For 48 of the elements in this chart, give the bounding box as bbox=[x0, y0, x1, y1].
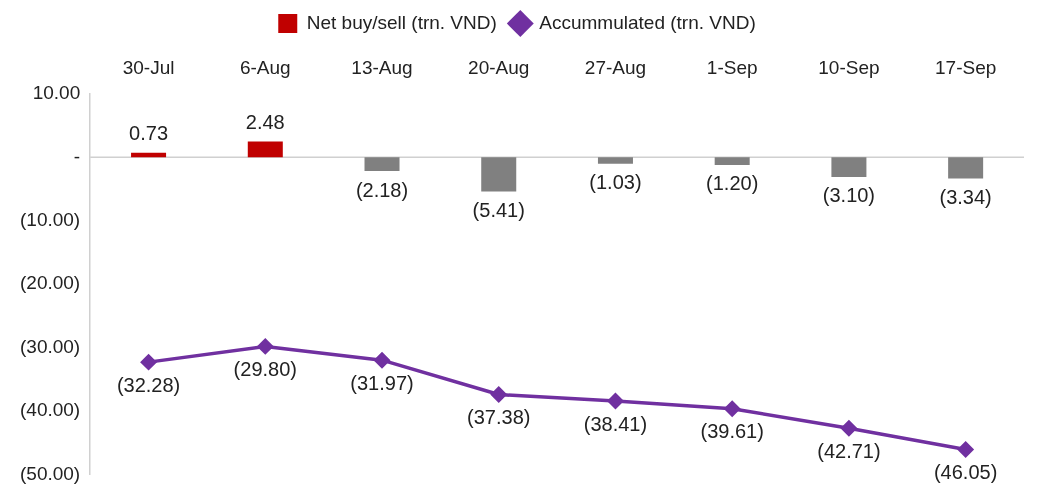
y-tick-label: (20.00) bbox=[20, 272, 81, 294]
data-label: (3.10) bbox=[822, 184, 876, 207]
data-label: (46.05) bbox=[933, 461, 998, 484]
y-tick-label: (50.00) bbox=[20, 462, 81, 484]
legend-label: Net buy/sell (trn. VND) bbox=[306, 11, 497, 33]
data-label: (5.41) bbox=[472, 199, 525, 222]
x-tick-label: 30-Jul bbox=[122, 56, 175, 78]
bar bbox=[831, 157, 867, 177]
x-tick-label: 13-Aug bbox=[351, 56, 413, 78]
point bbox=[841, 420, 857, 437]
data-label: 2.48 bbox=[245, 111, 285, 134]
legend-label: Accummulated (trn. VND) bbox=[539, 11, 756, 33]
bar bbox=[597, 157, 633, 164]
bar bbox=[948, 157, 984, 179]
point bbox=[374, 352, 390, 368]
x-tick-label: 20-Aug bbox=[468, 56, 530, 78]
y-tick-label: (40.00) bbox=[20, 399, 81, 421]
y-tick-label: (10.00) bbox=[20, 208, 81, 230]
point bbox=[140, 354, 157, 370]
data-label: (1.20) bbox=[706, 172, 759, 195]
x-tick-label: 1-Sep bbox=[706, 56, 758, 78]
bar bbox=[364, 157, 400, 172]
x-tick-label: 6-Aug bbox=[239, 56, 291, 78]
bar bbox=[714, 157, 750, 165]
data-label: (31.97) bbox=[350, 371, 414, 394]
data-label: (37.38) bbox=[467, 406, 531, 429]
bar bbox=[481, 157, 517, 192]
data-label: (3.34) bbox=[939, 185, 992, 208]
data-label: (38.41) bbox=[583, 412, 648, 435]
data-label: 0.73 bbox=[129, 122, 169, 145]
x-tick-label: 17-Sep bbox=[935, 56, 997, 78]
point bbox=[607, 393, 624, 409]
data-label: (2.18) bbox=[355, 178, 409, 201]
data-label: (29.80) bbox=[233, 357, 297, 380]
x-tick-label: 27-Aug bbox=[584, 56, 647, 78]
point bbox=[257, 338, 274, 355]
point bbox=[724, 400, 740, 417]
bar bbox=[247, 141, 283, 158]
point bbox=[957, 441, 974, 458]
data-label: (42.71) bbox=[817, 439, 881, 462]
y-tick-label: (30.00) bbox=[20, 335, 81, 357]
x-tick-label: 10-Sep bbox=[818, 56, 880, 78]
data-label: (32.28) bbox=[116, 373, 181, 396]
point bbox=[490, 386, 507, 403]
y-tick-label: - bbox=[73, 145, 81, 167]
data-label: (39.61) bbox=[700, 420, 764, 443]
y-tick-label: 10.00 bbox=[32, 82, 81, 104]
data-label: (1.03) bbox=[589, 171, 642, 194]
